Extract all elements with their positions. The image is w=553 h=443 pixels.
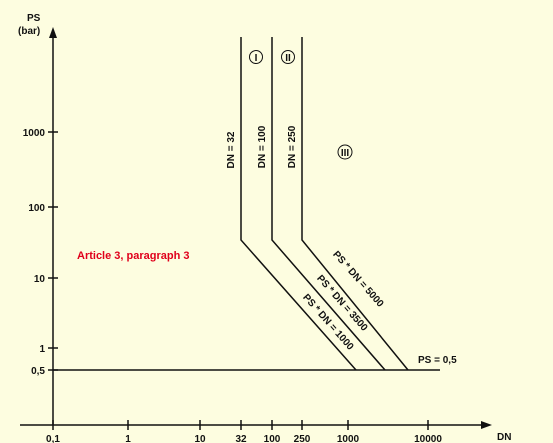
label-dn-100: DN = 100 <box>257 125 268 168</box>
zone-i-marker: I <box>249 50 263 64</box>
label-ps-0-5: PS = 0,5 <box>418 355 457 366</box>
y-tick-label: 100 <box>28 203 45 214</box>
x-tick-label: 100 <box>264 434 281 443</box>
x-tick-label: 10000 <box>414 434 442 443</box>
zone-ii-marker: II <box>281 50 295 64</box>
y-tick-label: 1 <box>39 344 45 355</box>
y-axis-title-line2: (bar) <box>18 26 40 37</box>
x-tick-label: 32 <box>235 434 247 443</box>
y-axis-title-line1: PS <box>27 13 41 24</box>
zone-i-label: I <box>255 53 258 64</box>
series-dn-100 <box>271 37 386 371</box>
x-tick-label: 250 <box>294 434 311 443</box>
zone-iii-label: III <box>341 148 350 159</box>
y-axis-arrow-icon <box>49 27 57 38</box>
label-dn-250: DN = 250 <box>287 125 298 168</box>
x-ticks: 0,1 1 10 32 100 250 1000 10000 <box>46 420 442 443</box>
x-tick-label: 0,1 <box>46 434 60 443</box>
y-ticks: 0,5 1 10 100 1000 <box>23 128 58 377</box>
x-tick-label: 1000 <box>337 434 360 443</box>
zone-ii-label: II <box>285 53 291 64</box>
annotation-article-3: Article 3, paragraph 3 <box>77 250 190 262</box>
x-axis-title: DN <box>497 432 511 443</box>
x-tick-label: 1 <box>125 434 131 443</box>
series-dn-32 <box>240 37 357 371</box>
zone-iii-marker: III <box>337 144 353 160</box>
y-tick-label: 10 <box>34 274 46 285</box>
label-dn-32: DN = 32 <box>226 131 237 168</box>
y-tick-label: 0,5 <box>31 366 45 377</box>
y-tick-label: 1000 <box>23 128 46 139</box>
x-tick-label: 10 <box>194 434 206 443</box>
series-dn-250 <box>301 37 409 371</box>
x-axis-arrow-icon <box>481 421 492 429</box>
